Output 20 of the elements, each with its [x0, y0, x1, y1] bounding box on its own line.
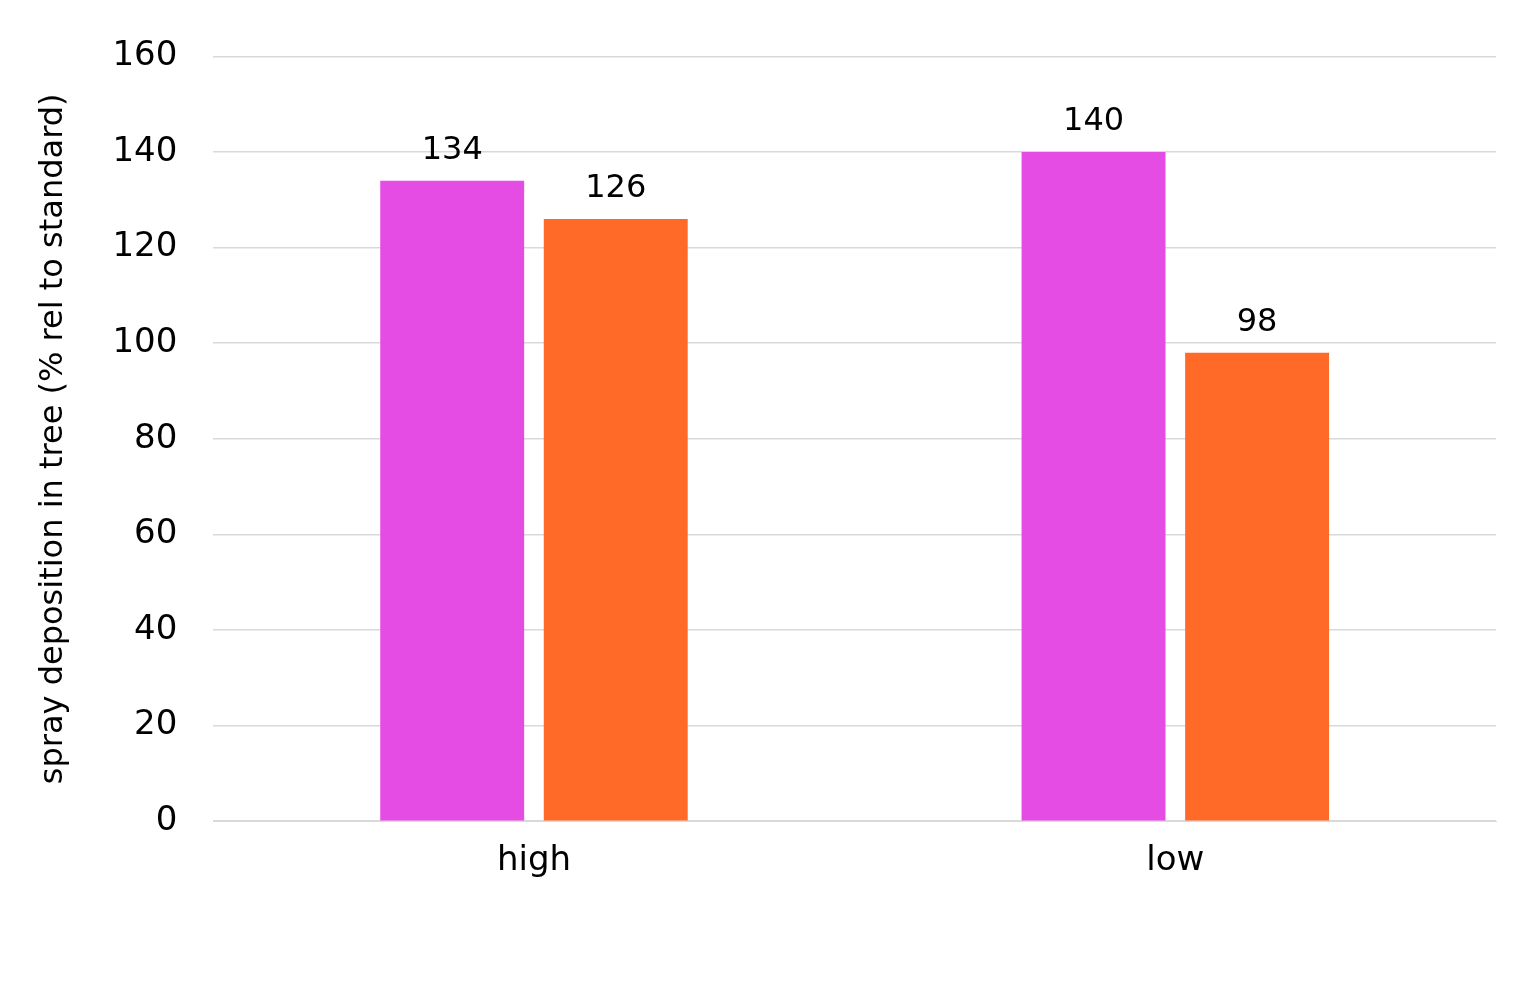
y-tick-label: 60 [134, 511, 178, 552]
x-tick-label: low [1146, 838, 1205, 879]
data-label: 140 [1063, 100, 1125, 139]
bar [1021, 152, 1166, 821]
y-tick-label: 100 [112, 320, 178, 361]
y-tick-label: 140 [112, 128, 178, 169]
y-tick-label: 20 [134, 702, 178, 743]
y-tick-label: 80 [134, 415, 178, 456]
bar [380, 180, 525, 821]
y-axis-title: spray deposition in tree (% rel to standard) [31, 93, 70, 785]
y-tick-label: 40 [134, 606, 178, 647]
y-tick-label: 160 [112, 33, 178, 74]
data-label: 134 [421, 128, 483, 167]
data-label: 126 [585, 167, 647, 206]
data-label: 98 [1236, 301, 1278, 340]
bar [1185, 352, 1330, 821]
x-tick-label: high [496, 838, 572, 879]
y-tick-label: 0 [155, 798, 178, 839]
bar [543, 218, 688, 821]
y-tick-label: 120 [112, 224, 178, 265]
